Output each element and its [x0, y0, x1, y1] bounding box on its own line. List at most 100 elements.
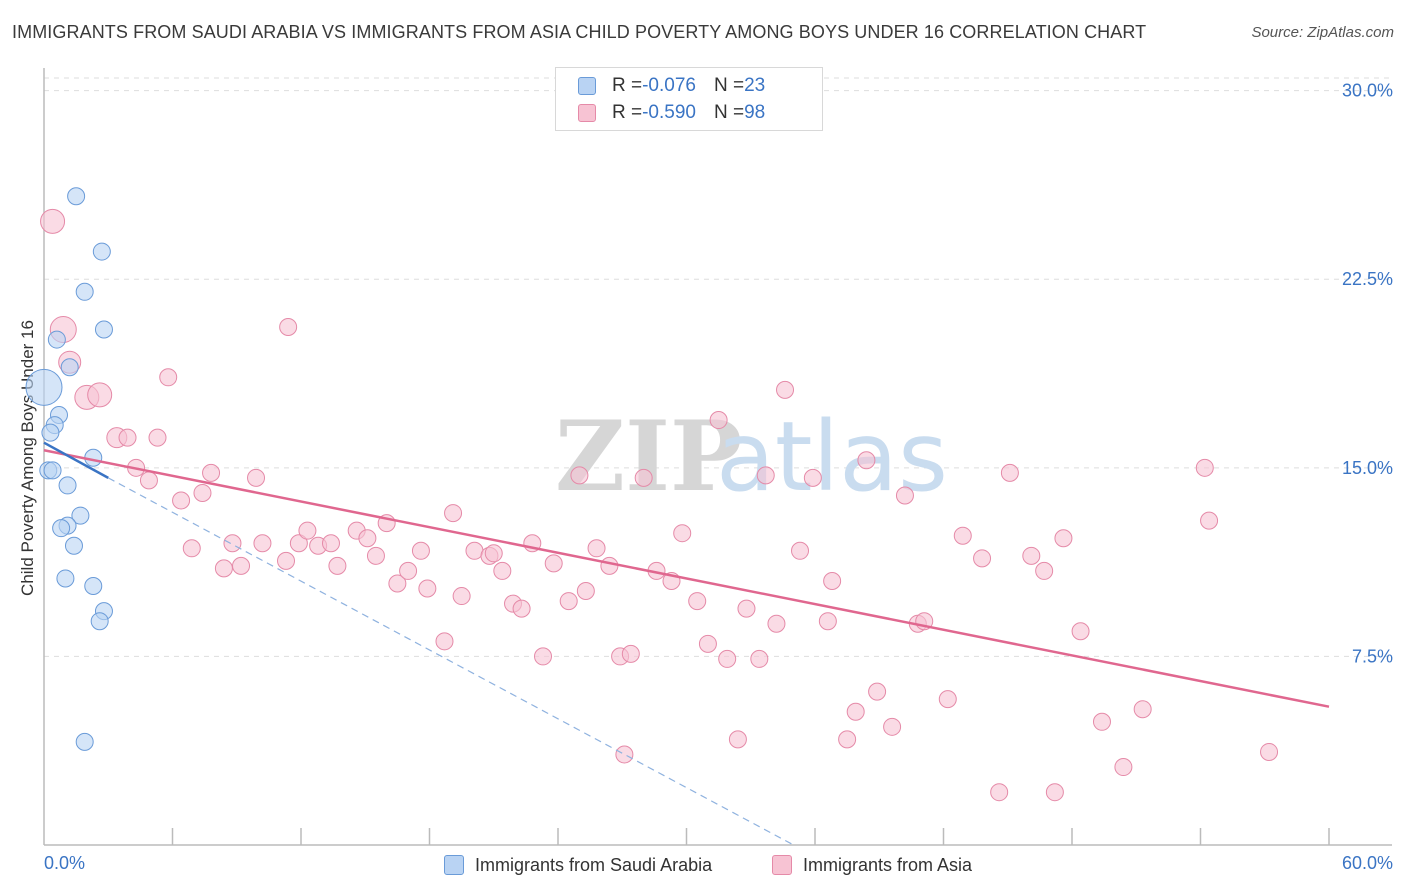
asia-point	[452, 587, 471, 606]
asia-point	[938, 690, 957, 709]
asia-point	[1260, 742, 1279, 761]
asia-point	[709, 411, 728, 430]
asia-point	[534, 647, 553, 666]
asia-point	[728, 730, 747, 749]
y-tick-label: 30.0%	[1342, 81, 1393, 101]
y-axis-label: Child Poverty Among Boys Under 16	[18, 320, 37, 596]
asia-point	[600, 556, 619, 575]
asia-point	[767, 614, 786, 633]
saudi-point	[60, 358, 79, 377]
asia-point	[253, 534, 272, 553]
asia-point	[718, 649, 737, 668]
asia-point	[321, 534, 340, 553]
asia-trend-line	[43, 448, 1330, 708]
asia-point	[289, 534, 308, 553]
asia-point	[182, 539, 201, 558]
chart-title: IMMIGRANTS FROM SAUDI ARABIA VS IMMIGRAN…	[12, 22, 1147, 42]
asia-point	[418, 579, 437, 598]
axes	[43, 68, 1392, 846]
saudi-point	[90, 612, 109, 631]
saudi-point	[94, 320, 113, 339]
saudi-point	[71, 506, 90, 525]
asia-point	[366, 546, 385, 565]
legend-r-label: R =	[612, 102, 643, 123]
asia-point	[838, 730, 857, 749]
asia-point	[1000, 463, 1019, 482]
saudi-trend-line	[43, 441, 109, 479]
asia-point	[388, 574, 407, 593]
bottom-legend-saudi: Immigrants from Saudi Arabia	[444, 852, 712, 878]
asia-point	[698, 634, 717, 653]
asia-point	[750, 649, 769, 668]
saudi-point	[47, 330, 66, 349]
asia-point	[587, 539, 606, 558]
asia-point	[159, 368, 178, 387]
asia-point	[87, 382, 113, 408]
asia-point	[277, 551, 296, 570]
saudi-point	[56, 569, 75, 588]
legend-r-label: R =	[612, 75, 643, 96]
x-axis-ticks	[171, 828, 1330, 845]
saudi-point	[41, 423, 60, 442]
asia-point	[118, 428, 137, 447]
bottom-legend-asia: Immigrants from Asia	[772, 852, 972, 878]
asia-point	[512, 599, 531, 618]
asia-point	[544, 554, 563, 573]
asia-point	[1045, 783, 1064, 802]
asia-point	[1200, 511, 1219, 530]
asia-point	[857, 451, 876, 470]
saudi-point	[75, 282, 94, 301]
legend-n-label: N =	[713, 102, 745, 123]
legend-row-saudi: R = -0.076 N = 23	[578, 73, 765, 99]
y-tick-label: 22.5%	[1342, 269, 1393, 289]
asia-point	[776, 380, 795, 399]
asia-point	[818, 612, 837, 631]
asia-point	[803, 468, 822, 487]
asia-point	[358, 529, 377, 548]
asia-point	[411, 541, 430, 560]
asia-point	[673, 524, 692, 543]
asia-point	[328, 556, 347, 575]
legend-r-value-saudi: -0.076	[642, 75, 696, 96]
legend-n-value-saudi: 23	[744, 75, 766, 96]
asia-point	[1195, 458, 1214, 477]
asia-point	[148, 428, 167, 447]
saudi-point	[84, 577, 103, 595]
asia-point	[223, 534, 242, 553]
asia-point	[193, 483, 212, 502]
asia-point	[823, 571, 842, 590]
y-tick-labels: 30.0% 22.5% 15.0% 7.5%	[1342, 81, 1393, 667]
asia-point	[435, 632, 454, 651]
asia-point	[214, 559, 233, 578]
asia-point	[1035, 561, 1054, 580]
legend-r-value-asia: -0.590	[642, 102, 696, 123]
legend-n-label: N =	[713, 75, 745, 96]
asia-point	[990, 783, 1009, 802]
asia-point	[232, 556, 251, 575]
asia-point	[868, 682, 887, 701]
asia-point	[973, 549, 992, 568]
asia-point	[444, 504, 463, 523]
x-tick-label-max: 60.0%	[1342, 853, 1393, 873]
asia-point	[493, 561, 512, 580]
source-credit: Source: ZipAtlas.com	[1251, 24, 1394, 41]
saudi-point	[92, 242, 111, 261]
asia-point	[953, 526, 972, 545]
saudi-point	[58, 476, 77, 495]
asia-point	[139, 471, 158, 490]
legend-n-value-asia: 98	[744, 102, 766, 123]
trend-lines	[43, 441, 1330, 846]
series-asia-points	[40, 208, 1279, 802]
saudi-point	[75, 732, 94, 751]
asia-point	[576, 582, 595, 601]
asia-point	[484, 544, 503, 563]
asia-point	[615, 745, 634, 764]
stats-legend: R = -0.076 N = 23 R = -0.590 N = 98	[555, 67, 823, 131]
saudi-point	[52, 519, 71, 538]
asia-point	[1022, 546, 1041, 565]
bottom-legend-label-asia: Immigrants from Asia	[803, 854, 973, 875]
asia-point	[621, 644, 640, 663]
saudi-point	[64, 536, 83, 555]
asia-point	[1054, 529, 1073, 548]
